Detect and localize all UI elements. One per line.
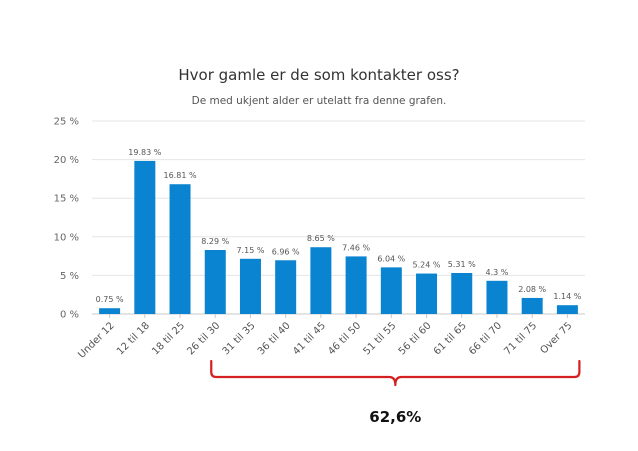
x-tick-label: Under 12	[76, 320, 116, 360]
bar	[451, 273, 473, 314]
data-label: 7.46 %	[342, 243, 370, 252]
x-tick-label: 41 til 45	[291, 320, 328, 357]
bar	[556, 305, 578, 314]
y-tick-label: 15 %	[54, 194, 79, 205]
x-tick-label: 61 til 65	[432, 320, 469, 357]
bar	[345, 256, 367, 314]
x-tick-label: 26 til 30	[185, 320, 222, 357]
data-label: 4.3 %	[486, 268, 509, 277]
y-tick-label: 20 %	[54, 155, 79, 166]
brace-bracket	[210, 359, 581, 387]
annotation: 62,6%	[210, 359, 581, 426]
bar	[416, 273, 438, 314]
bar	[99, 308, 121, 314]
y-axis: 0 % 5 % 10 % 15 % 20 % 25 %	[54, 117, 79, 321]
bar	[134, 160, 156, 314]
y-tick-label: 0 %	[60, 310, 79, 321]
bar	[521, 297, 543, 314]
annotation-total-label: 62,6%	[369, 408, 421, 426]
data-label: 5.31 %	[448, 260, 476, 269]
x-tick-label: 46 til 50	[326, 320, 363, 357]
bar	[486, 280, 508, 314]
data-label: 16.81 %	[164, 171, 197, 180]
chart-subtitle: De med ukjent alder er utelatt fra denne…	[192, 95, 447, 107]
data-label: 8.29 %	[201, 237, 229, 246]
x-tick-label: 36 til 40	[256, 320, 293, 357]
x-tick-label: 66 til 70	[467, 320, 504, 357]
x-tick-label: 31 til 35	[221, 320, 258, 357]
y-tick-label: 10 %	[54, 232, 79, 243]
data-label: 1.14 %	[553, 292, 581, 301]
y-tick-label: 25 %	[54, 117, 79, 128]
data-label: 6.04 %	[377, 254, 405, 263]
data-labels: 0.75 % 19.83 % 16.81 % 8.29 % 7.15 % 6.96 % 8.…	[96, 148, 582, 304]
bar	[310, 247, 332, 314]
data-label: 19.83 %	[128, 148, 161, 157]
bar	[275, 260, 297, 314]
chart-title: Hvor gamle er de som kontakter oss?	[178, 66, 459, 84]
data-label: 5.24 %	[413, 261, 441, 270]
data-label: 8.65 %	[307, 234, 335, 243]
y-tick-label: 5 %	[60, 271, 79, 282]
x-tick-label: 18 til 25	[150, 320, 187, 357]
bars	[99, 160, 578, 314]
gridlines	[92, 120, 585, 315]
x-tick-label: Over 75	[538, 320, 574, 356]
x-tick-label: 51 til 55	[361, 320, 398, 357]
data-label: 6.96 %	[272, 247, 300, 256]
bar	[239, 258, 261, 314]
data-label: 7.15 %	[236, 246, 264, 255]
bar	[380, 267, 402, 314]
bar	[204, 250, 226, 314]
x-tick-label: 12 til 18	[115, 320, 152, 357]
data-label: 2.08 %	[518, 285, 546, 294]
data-label: 0.75 %	[96, 295, 124, 304]
x-tick-label: 56 til 60	[397, 320, 434, 357]
bar	[169, 184, 191, 314]
x-tick-label: 71 til 75	[502, 320, 539, 357]
